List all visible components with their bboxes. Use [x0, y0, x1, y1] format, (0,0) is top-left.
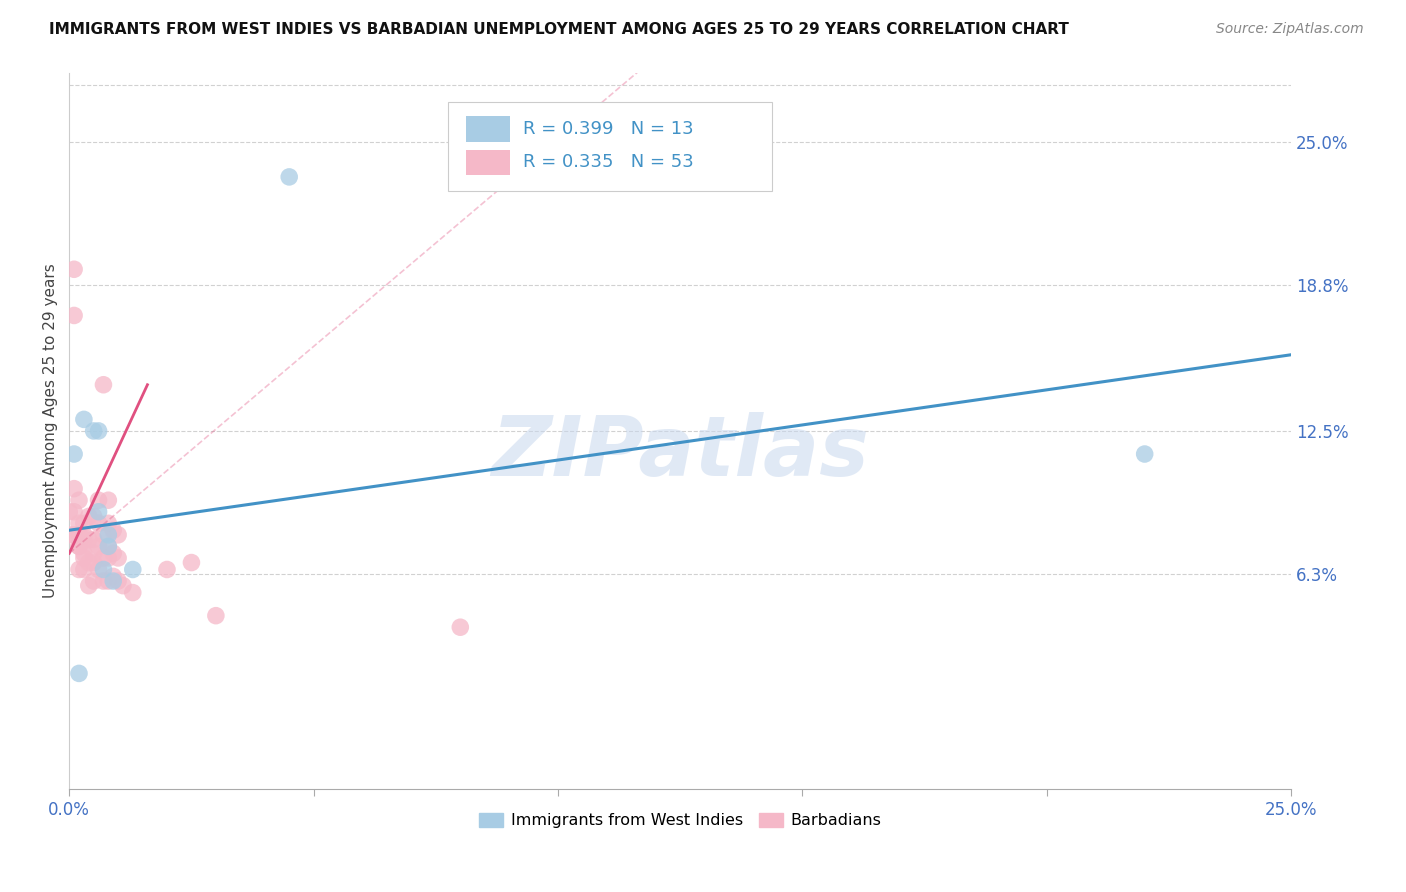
Text: Source: ZipAtlas.com: Source: ZipAtlas.com	[1216, 22, 1364, 37]
Point	[77, 509, 100, 524]
Point	[180, 556, 202, 570]
Point	[107, 574, 129, 588]
Point	[73, 550, 96, 565]
Y-axis label: Unemployment Among Ages 25 to 29 years: Unemployment Among Ages 25 to 29 years	[44, 263, 58, 599]
FancyBboxPatch shape	[467, 150, 510, 176]
Point	[73, 546, 96, 560]
Point	[121, 585, 143, 599]
Point	[1133, 447, 1156, 461]
Point	[67, 666, 90, 681]
Point	[93, 377, 115, 392]
Point	[97, 540, 120, 554]
Point	[67, 516, 90, 531]
Point	[73, 412, 96, 426]
Point	[111, 579, 134, 593]
Point	[73, 528, 96, 542]
Point	[67, 540, 90, 554]
Point	[73, 516, 96, 531]
Point	[97, 540, 120, 554]
Point	[97, 550, 120, 565]
Text: R = 0.399   N = 13: R = 0.399 N = 13	[523, 120, 693, 138]
Point	[121, 562, 143, 576]
Point	[63, 482, 86, 496]
Point	[77, 533, 100, 547]
Point	[63, 505, 86, 519]
Point	[156, 562, 179, 576]
Point	[107, 550, 129, 565]
Point	[87, 505, 110, 519]
Point	[83, 574, 105, 588]
FancyBboxPatch shape	[467, 116, 510, 142]
Point	[77, 579, 100, 593]
Point	[103, 569, 125, 583]
Point	[93, 574, 115, 588]
Point	[73, 562, 96, 576]
Point	[449, 620, 471, 634]
Point	[103, 574, 125, 588]
Text: IMMIGRANTS FROM WEST INDIES VS BARBADIAN UNEMPLOYMENT AMONG AGES 25 TO 29 YEARS : IMMIGRANTS FROM WEST INDIES VS BARBADIAN…	[49, 22, 1069, 37]
Point	[67, 493, 90, 508]
Point	[97, 574, 120, 588]
Point	[67, 562, 90, 576]
Point	[67, 540, 90, 554]
Point	[58, 505, 80, 519]
Point	[87, 493, 110, 508]
Point	[278, 169, 301, 184]
Text: ZIPatlas: ZIPatlas	[491, 412, 869, 493]
Point	[67, 528, 90, 542]
FancyBboxPatch shape	[449, 102, 772, 191]
Point	[83, 556, 105, 570]
Point	[77, 556, 100, 570]
Point	[83, 509, 105, 524]
Point	[73, 533, 96, 547]
Point	[87, 424, 110, 438]
Point	[93, 562, 115, 576]
Point	[93, 528, 115, 542]
Point	[87, 516, 110, 531]
Point	[97, 516, 120, 531]
Point	[63, 528, 86, 542]
Point	[83, 424, 105, 438]
Legend: Immigrants from West Indies, Barbadians: Immigrants from West Indies, Barbadians	[472, 806, 889, 835]
Point	[83, 533, 105, 547]
Point	[63, 309, 86, 323]
Point	[107, 528, 129, 542]
Point	[205, 608, 228, 623]
Point	[103, 546, 125, 560]
Point	[97, 493, 120, 508]
Point	[97, 528, 120, 542]
Point	[103, 523, 125, 537]
Point	[63, 447, 86, 461]
Point	[83, 546, 105, 560]
Point	[63, 262, 86, 277]
Point	[93, 550, 115, 565]
Point	[87, 540, 110, 554]
Point	[87, 562, 110, 576]
Text: R = 0.335   N = 53: R = 0.335 N = 53	[523, 153, 693, 171]
Point	[58, 528, 80, 542]
